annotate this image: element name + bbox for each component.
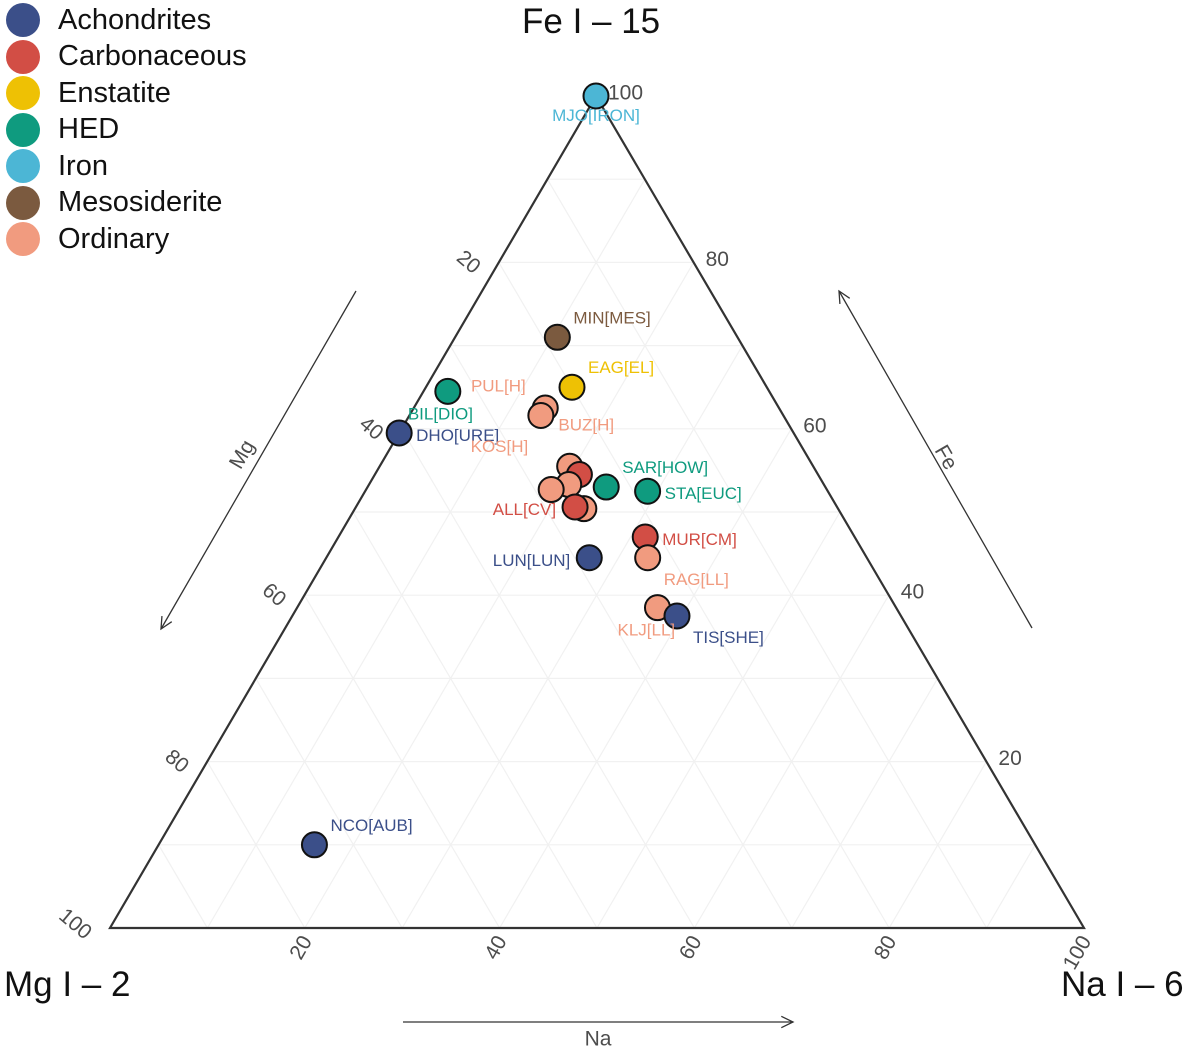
data-point-ordinary [537, 476, 565, 504]
grid-line-na [888, 761, 987, 929]
data-point-achondrites [300, 831, 328, 859]
grid-line-mg [546, 178, 988, 929]
legend-swatch [6, 222, 40, 257]
data-points [300, 82, 691, 859]
data-point-hed [592, 473, 620, 501]
legend-label: Iron [58, 149, 108, 182]
point-label: LUN[LUN] [493, 551, 570, 570]
point-label: SAR[HOW] [622, 458, 708, 477]
point-label: MIN[MES] [573, 308, 650, 327]
legend-swatch [6, 3, 40, 38]
point-label: TIS[SHE] [693, 628, 764, 647]
point-label: BIL[DIO] [408, 404, 473, 423]
mg-axis-arrow [160, 290, 357, 630]
point-labels: MJO[IRON] MIN[MES] EAG[EL] BIL[DIO] DHO[URE]… [330, 106, 763, 835]
data-point-iron [582, 82, 610, 110]
data-point-achondrites [575, 544, 603, 572]
legend-swatch [6, 76, 40, 111]
grid-line-na [693, 594, 890, 929]
point-label: RAG[LL] [664, 570, 729, 589]
legend-item: Carbonaceous [6, 39, 247, 76]
grid-line-mg [158, 844, 208, 929]
point-label: STA[EUC] [665, 484, 742, 503]
na-axis-arrow-head [781, 1015, 795, 1029]
tick-label-fe: 40 [901, 581, 924, 604]
point-label: BUZ[H] [558, 415, 614, 434]
grid-line-na [596, 511, 841, 929]
legend-item: Iron [6, 148, 247, 185]
tick-label-mg: 80 [161, 745, 194, 778]
fe-axis-arrow-head [838, 289, 851, 305]
grid-line-mg [303, 594, 501, 929]
data-point-carbonaceous [561, 493, 589, 521]
legend-swatch [6, 39, 40, 74]
legend-item: Mesosiderite [6, 185, 247, 222]
tick-label-na: 20 [285, 932, 317, 964]
fe-axis-arrow [838, 290, 1033, 629]
legend-label: Mesosiderite [58, 186, 223, 219]
grid-line-na [401, 345, 743, 929]
legend-item: HED [6, 112, 247, 149]
vertex-left-label: Mg I – 2 [4, 965, 131, 1004]
data-point-achondrites [663, 602, 691, 630]
legend-swatch [6, 112, 40, 147]
data-point-hed [634, 477, 662, 505]
point-label: MUR[CM] [662, 530, 737, 549]
data-point-enstatite [558, 373, 586, 401]
tick-label-na: 80 [870, 932, 902, 964]
tick-label-fe: 20 [998, 747, 1021, 770]
data-point-hed [434, 377, 462, 405]
grid-line-na [206, 178, 646, 929]
tick-label-mg: 40 [355, 412, 388, 445]
point-label: MJO[IRON] [552, 106, 640, 125]
legend-item: Achondrites [6, 2, 247, 39]
point-label: KLJ[LL] [617, 621, 675, 640]
triangle-frame [108, 93, 1086, 930]
fe-axis-title: Fe [930, 441, 962, 474]
data-point-ordinary [527, 401, 555, 429]
tick-label-mg: 20 [452, 246, 485, 279]
point-label: ALL[CV] [493, 500, 556, 519]
data-point-achondrites [385, 419, 413, 447]
tick-label-fe: 100 [608, 82, 643, 105]
legend-swatch [6, 185, 40, 220]
vertex-top-label: Fe I – 15 [522, 2, 661, 41]
tick-label-mg: 100 [54, 904, 96, 944]
data-point-mesosiderite [543, 323, 571, 351]
grid-line-mg [449, 345, 793, 929]
legend-label: Carbonaceous [58, 40, 247, 73]
point-label: DHO[URE] [416, 426, 499, 445]
legend-label: Achondrites [58, 3, 212, 36]
tick-label-fe: 80 [706, 248, 729, 271]
grid-line-mg [206, 761, 306, 929]
tick-label-na: 40 [480, 932, 512, 964]
legend-label: HED [58, 113, 120, 146]
na-axis-title: Na [585, 1028, 612, 1051]
point-label: PUL[H] [471, 376, 526, 395]
legend-label: Enstatite [58, 76, 171, 109]
data-point-ordinary [634, 544, 662, 572]
grid-line-na [986, 844, 1036, 929]
triangle-outline [108, 93, 1086, 930]
legend-swatch [6, 149, 40, 184]
tick-label-na: 60 [675, 932, 707, 964]
grid-line-na [791, 678, 939, 929]
grid-line-mg [352, 511, 598, 929]
mg-axis-arrow-head [160, 615, 173, 631]
legend-label: Ordinary [58, 222, 170, 255]
point-label: NCO[AUB] [330, 816, 412, 835]
tick-label-mg: 60 [258, 579, 291, 612]
legend-item: Ordinary [6, 221, 247, 258]
tick-label-fe: 60 [803, 414, 826, 437]
vertex-right-label: Na I – 6 [1061, 965, 1184, 1004]
point-label: EAG[EL] [588, 358, 654, 377]
point-label: KOS[H] [471, 437, 529, 456]
legend-item: Enstatite [6, 75, 247, 112]
grid-line-mg [255, 678, 403, 929]
legend: Achondrites Carbonaceous Enstatite HED I… [6, 2, 247, 258]
